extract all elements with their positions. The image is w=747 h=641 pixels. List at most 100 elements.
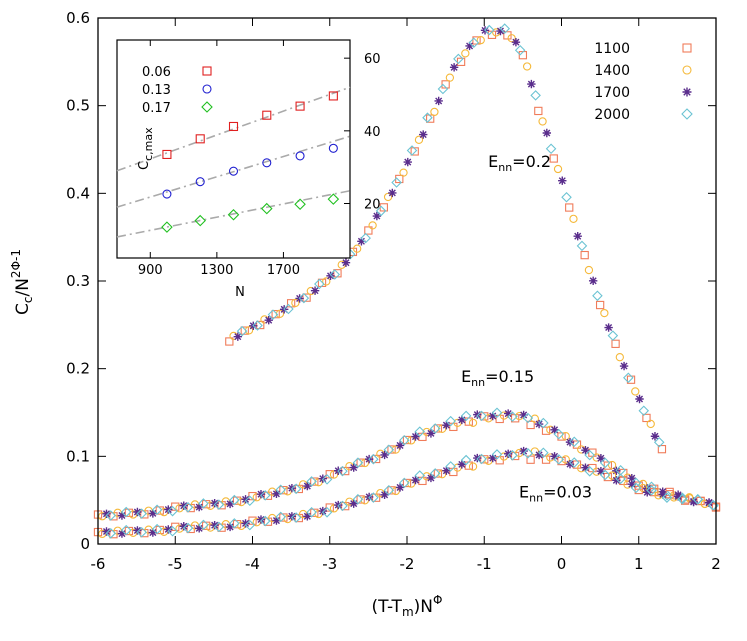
data-point	[526, 455, 535, 464]
data-point	[426, 429, 436, 438]
data-point	[371, 493, 381, 502]
data-point	[402, 478, 412, 488]
data-point	[441, 80, 450, 89]
data-point	[646, 419, 655, 429]
annotation-E_nn=0.2: Enn=0.2	[488, 152, 551, 174]
data-point	[105, 528, 117, 539]
data-point	[352, 457, 364, 468]
data-point	[403, 157, 412, 167]
data-point	[256, 490, 266, 499]
data-point	[171, 502, 180, 511]
data-point	[241, 495, 250, 504]
inset-data-point	[328, 91, 338, 101]
data-point	[329, 269, 341, 280]
inset-fit-line-0.06	[116, 86, 351, 172]
data-point	[561, 455, 570, 464]
data-point	[326, 271, 335, 281]
y-tick-label: 0.6	[66, 9, 90, 27]
inset-data-point	[194, 214, 206, 227]
data-point	[244, 495, 256, 507]
data-point	[120, 506, 132, 518]
inset-series-0.17	[116, 189, 351, 238]
inset-legend-label-0.06: 0.06	[142, 65, 171, 80]
data-point	[445, 461, 456, 472]
data-point	[510, 451, 520, 461]
inset-fit-line-0.13	[116, 135, 351, 208]
curve-annotations: Enn=0.2 Enn=0.15 Enn=0.03	[461, 152, 592, 505]
data-point	[465, 41, 474, 51]
data-point	[302, 293, 311, 302]
data-point	[232, 520, 242, 529]
data-point	[519, 410, 528, 420]
data-point	[488, 411, 497, 421]
data-point	[445, 415, 456, 427]
y-tick-label: 0.3	[66, 272, 90, 290]
data-point	[468, 37, 480, 49]
inset-x-tick-label: 900	[138, 263, 163, 278]
inset-series-0.13	[116, 135, 351, 208]
y-tick-label: 0.2	[66, 360, 90, 378]
data-point	[534, 106, 543, 116]
data-point	[179, 522, 188, 531]
data-point	[581, 463, 590, 472]
data-point	[635, 394, 644, 404]
data-point	[453, 53, 464, 65]
data-point	[375, 205, 387, 217]
data-point	[592, 290, 603, 302]
data-point	[488, 453, 497, 463]
x-tick-label: -1	[477, 555, 492, 573]
data-point	[290, 512, 302, 523]
data-point	[387, 486, 396, 495]
data-point	[480, 412, 489, 421]
data-point	[303, 512, 312, 521]
data-point	[399, 168, 408, 177]
data-point	[442, 466, 451, 475]
inset-data-point	[295, 151, 305, 161]
data-point	[600, 308, 609, 318]
series-2000-E_nn=0.15	[105, 407, 719, 521]
data-point	[279, 486, 288, 495]
data-point	[553, 164, 563, 174]
inset-data-point	[195, 177, 205, 187]
data-point	[133, 507, 142, 517]
data-point	[569, 214, 578, 223]
data-point	[341, 501, 350, 511]
data-point	[599, 457, 611, 469]
data-point	[151, 523, 163, 535]
data-point	[272, 516, 281, 525]
data-point	[256, 515, 266, 524]
data-point	[387, 445, 396, 454]
data-point	[568, 457, 580, 468]
y-tick-label: 0.1	[66, 447, 90, 465]
inset-legend-marker-0.06	[202, 66, 212, 76]
data-point	[213, 499, 225, 510]
data-point	[368, 492, 379, 503]
x-tick-label: -2	[400, 555, 415, 573]
inset-data-point	[162, 149, 172, 159]
data-point	[483, 24, 495, 36]
data-point	[433, 469, 443, 478]
data-point	[267, 309, 279, 320]
data-point	[353, 244, 362, 253]
data-point	[349, 463, 358, 472]
inset-data-point	[295, 101, 305, 111]
axis-ticks: -6 -5 -4 -3 -2 -1 0 1 200.10.20.30.40.50.6	[66, 9, 721, 573]
data-point	[372, 211, 382, 221]
data-point	[368, 453, 379, 465]
data-point	[383, 444, 395, 456]
data-point	[553, 454, 565, 465]
series-2000-E_nn=0.2	[236, 23, 665, 448]
data-point	[507, 450, 518, 461]
data-point	[356, 495, 365, 504]
data-point	[581, 445, 590, 455]
data-point	[298, 292, 310, 304]
data-point	[615, 473, 626, 485]
data-point	[402, 435, 412, 445]
y-tick-label: 0	[80, 535, 90, 553]
data-point	[522, 448, 534, 459]
data-point	[380, 450, 389, 460]
data-point	[550, 452, 559, 461]
data-point	[337, 465, 348, 477]
data-point	[584, 265, 594, 275]
data-point	[565, 203, 574, 212]
